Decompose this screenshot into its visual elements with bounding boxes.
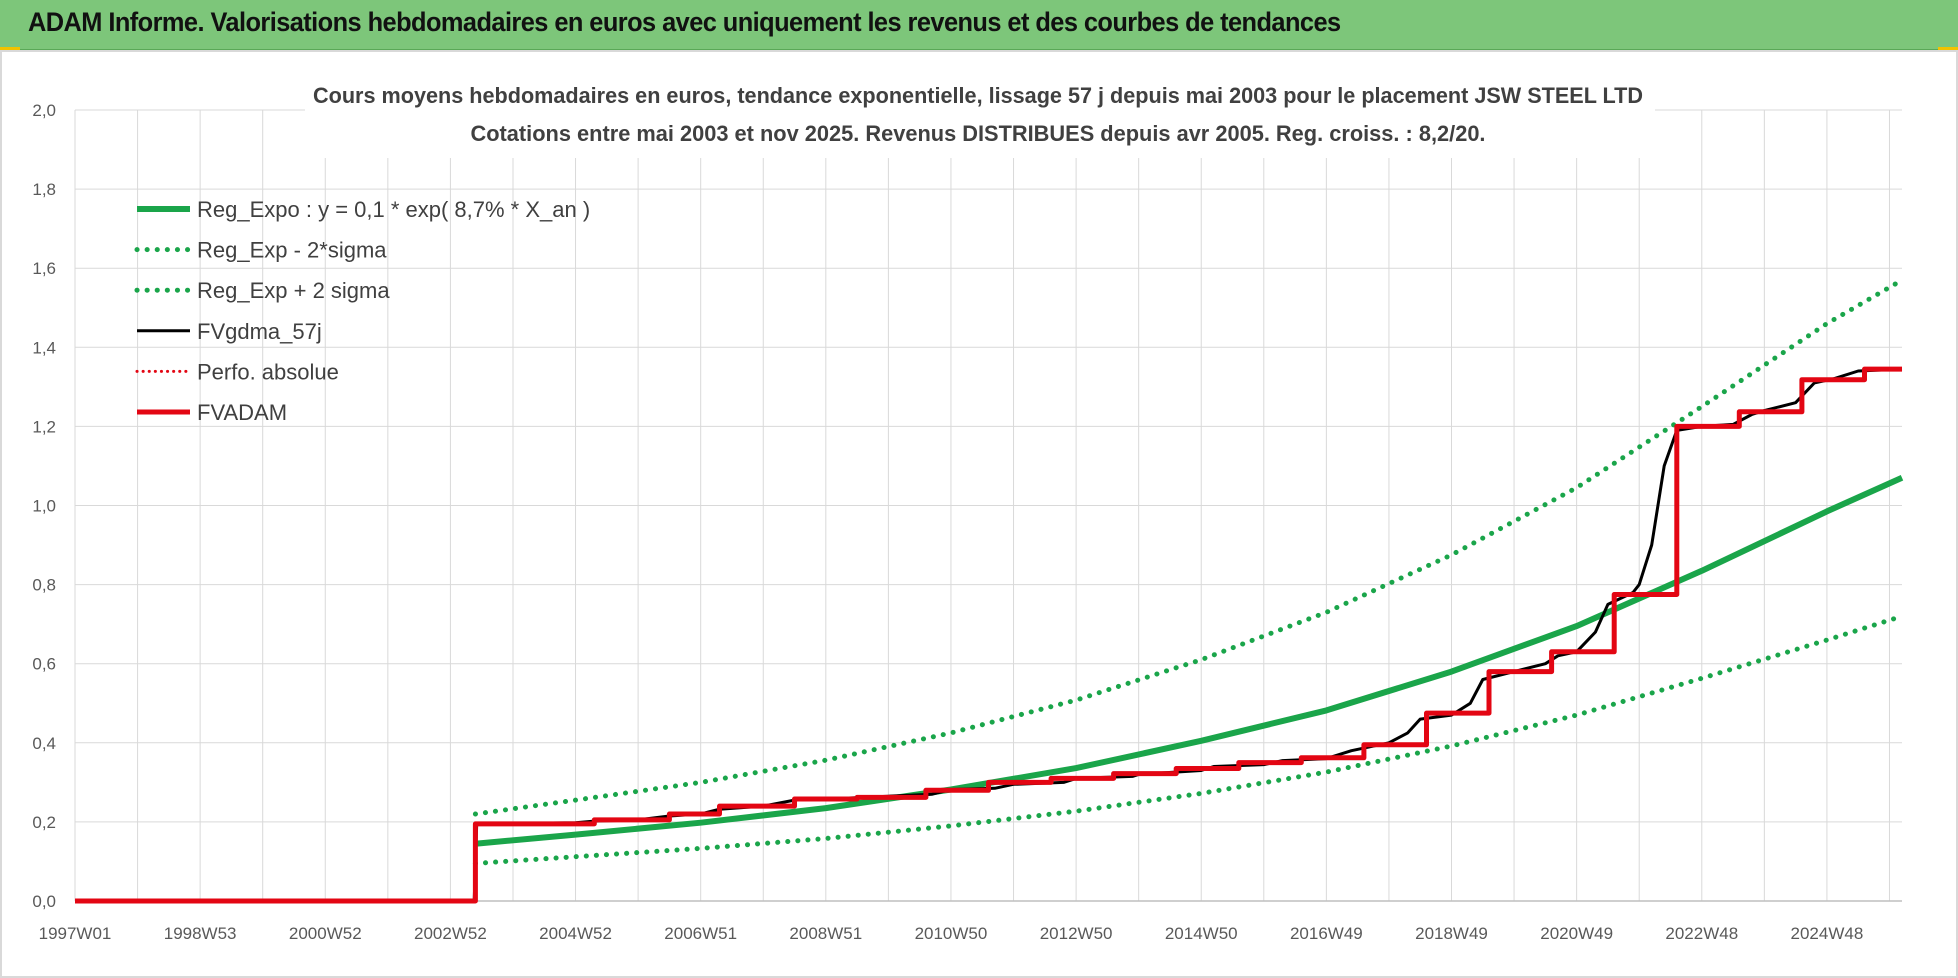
- x-tick-label: 2008W51: [789, 924, 862, 943]
- report-title: ADAM Informe. Valorisations hebdomadaire…: [28, 7, 1341, 37]
- x-tick-label: 2014W50: [1165, 924, 1238, 943]
- series-line: [472, 613, 1905, 866]
- x-tick-label: 2010W50: [915, 924, 988, 943]
- x-tick-label: 1998W53: [164, 924, 237, 943]
- legend-entry: FVADAM: [197, 400, 287, 425]
- x-tick-label: 2006W51: [664, 924, 737, 943]
- y-tick-label: 0,4: [32, 734, 56, 753]
- chart-title-line-1: Cours moyens hebdomadaires en euros, ten…: [313, 83, 1643, 108]
- legend: Reg_Expo : y = 0,1 * exp( 8,7% * X_an ) R…: [134, 197, 590, 425]
- x-tick-label: 2022W48: [1665, 924, 1738, 943]
- y-tick-label: 0,0: [32, 892, 56, 911]
- x-tick-label: 2020W49: [1540, 924, 1613, 943]
- report-header: ADAM Informe. Valorisations hebdomadaire…: [0, 0, 1958, 50]
- x-tick-label: 2018W49: [1415, 924, 1488, 943]
- y-tick-label: 2,0: [32, 101, 56, 120]
- x-tick-label: 2024W48: [1791, 924, 1864, 943]
- x-tick-label: 2002W52: [414, 924, 487, 943]
- chart-title-line-2: Cotations entre mai 2003 et nov 2025. Re…: [471, 121, 1486, 146]
- legend-entry: Perfo. absolue: [197, 359, 339, 384]
- y-tick-label: 1,0: [32, 497, 56, 516]
- legend-entry: Reg_Exp + 2 sigma: [197, 278, 390, 303]
- series-line: [75, 366, 1902, 904]
- legend-entry: FVgdma_57j: [197, 319, 322, 344]
- y-tick-label: 0,8: [32, 576, 56, 595]
- y-tick-label: 1,8: [32, 180, 56, 199]
- y-tick-label: 1,4: [32, 338, 56, 357]
- y-tick-label: 1,2: [32, 417, 56, 436]
- series-group: [75, 277, 1905, 904]
- series-line: [472, 277, 1905, 817]
- x-tick-label: 1997W01: [39, 924, 112, 943]
- x-tick-label: 2004W52: [539, 924, 612, 943]
- x-tick-label: 2000W52: [289, 924, 362, 943]
- legend-entry: Reg_Exp - 2*sigma: [197, 238, 387, 263]
- x-axis: 1997W01 1998W53 2000W52 2002W52 2004W52 2006W…: [39, 900, 1902, 943]
- y-tick-label: 0,6: [32, 655, 56, 674]
- series-line: [475, 475, 1904, 847]
- x-tick-label: 2016W49: [1290, 924, 1363, 943]
- y-axis: 0,0 0,2 0,4 0,6 0,8 1,0 1,2 1,4 1,6 1,8 2,0: [32, 101, 56, 911]
- y-tick-label: 1,6: [32, 259, 56, 278]
- chart-title-backdrop: [305, 78, 1655, 158]
- legend-entry: Reg_Expo : y = 0,1 * exp( 8,7% * X_an ): [197, 197, 590, 222]
- y-tick-label: 0,2: [32, 813, 56, 832]
- x-tick-label: 2012W50: [1040, 924, 1113, 943]
